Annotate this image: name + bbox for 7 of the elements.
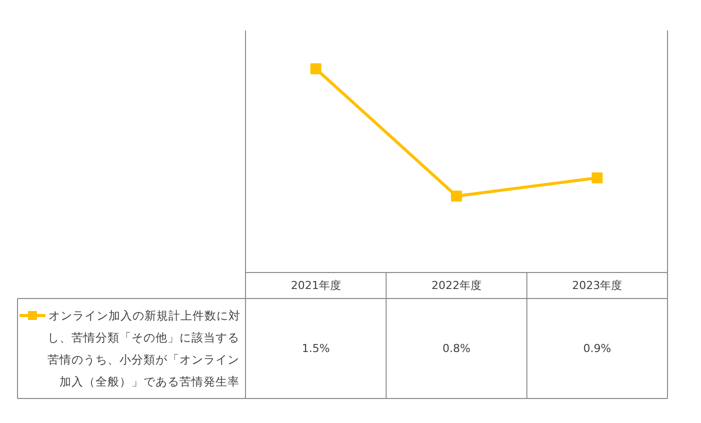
x-tick-label: 2023年度 bbox=[572, 279, 622, 292]
data-label: 0.9% bbox=[583, 342, 612, 355]
x-tick-label: 2021年度 bbox=[290, 279, 341, 292]
data-label: 1.5% bbox=[302, 342, 330, 355]
data-label: 0.8% bbox=[442, 342, 470, 355]
x-tick-label: 2022年度 bbox=[432, 279, 482, 292]
legend-label: オンライン加入の新規計上件数に対し、苦情分類「その他」に該当する苦情のうち、小分類が「オンライン加入（全般）」である苦情発生率 bbox=[48, 308, 240, 388]
